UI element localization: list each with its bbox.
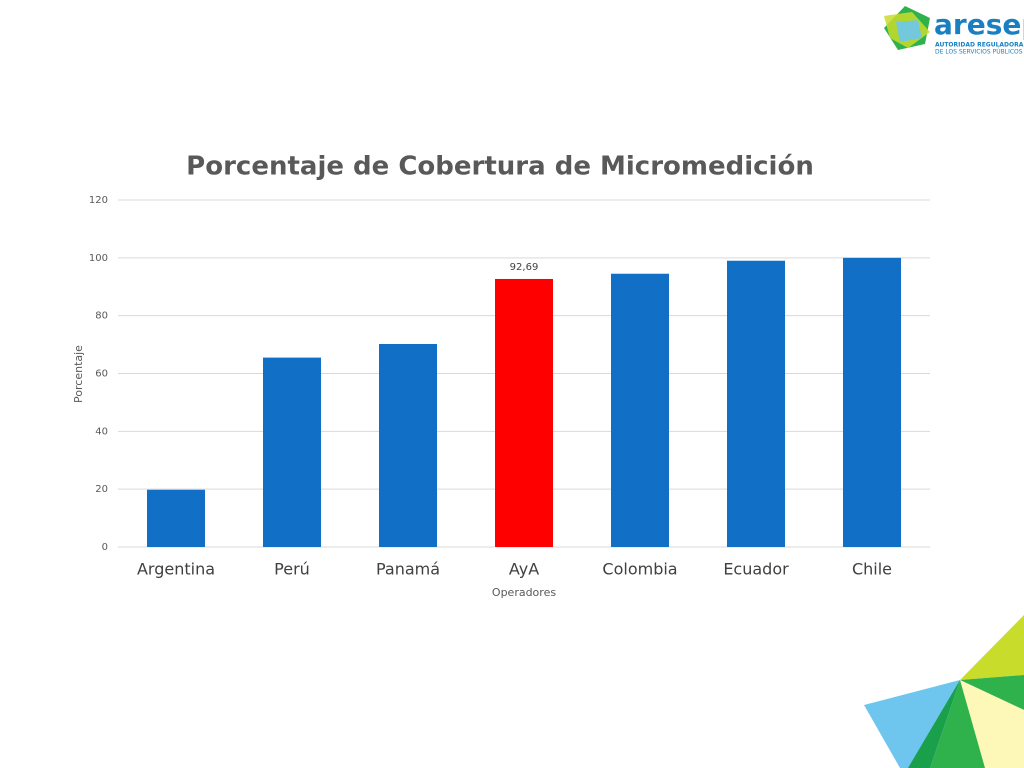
y-tick-label: 60 bbox=[95, 369, 108, 380]
x-axis-title: Operadores bbox=[492, 586, 556, 599]
y-tick-label: 20 bbox=[95, 484, 108, 495]
logo-name: aresep bbox=[934, 8, 1024, 41]
x-tick-label: Perú bbox=[274, 560, 310, 579]
x-tick-label: Colombia bbox=[602, 560, 677, 579]
x-tick-label: Chile bbox=[852, 560, 892, 579]
logo: aresep AUTORIDAD REGULADORA DE LOS SERVI… bbox=[884, 6, 1024, 56]
x-tick-label: Panamá bbox=[376, 560, 440, 579]
corner-decoration bbox=[864, 615, 1024, 768]
deco bbox=[960, 615, 1024, 680]
bar bbox=[263, 357, 321, 547]
deco bbox=[960, 675, 1024, 710]
data-label: 92,69 bbox=[510, 262, 539, 273]
chart-title: Porcentaje de Cobertura de Micromedición bbox=[186, 152, 814, 182]
deco bbox=[908, 680, 960, 768]
bar bbox=[147, 489, 205, 547]
logo-subtitle: AUTORIDAD REGULADORA bbox=[935, 42, 1024, 49]
x-tick-label: AyA bbox=[509, 560, 539, 579]
y-tick-label: 120 bbox=[89, 195, 108, 206]
bar bbox=[843, 257, 901, 547]
bar bbox=[495, 278, 553, 547]
y-tick-label: 100 bbox=[89, 253, 108, 264]
y-axis-title: Porcentaje bbox=[72, 345, 85, 403]
logo-subtitle: DE LOS SERVICIOS PÚBLICOS bbox=[935, 49, 1023, 56]
y-tick-label: 0 bbox=[102, 542, 108, 553]
y-tick-label: 40 bbox=[95, 426, 108, 437]
bar bbox=[727, 260, 785, 547]
x-tick-label: Ecuador bbox=[723, 560, 789, 579]
bar bbox=[379, 344, 437, 547]
bar bbox=[611, 273, 669, 547]
deco bbox=[930, 680, 985, 768]
deco bbox=[960, 680, 1024, 768]
x-tick-label: Argentina bbox=[137, 560, 215, 579]
logo-shape bbox=[896, 20, 922, 42]
y-tick-label: 80 bbox=[95, 311, 108, 322]
